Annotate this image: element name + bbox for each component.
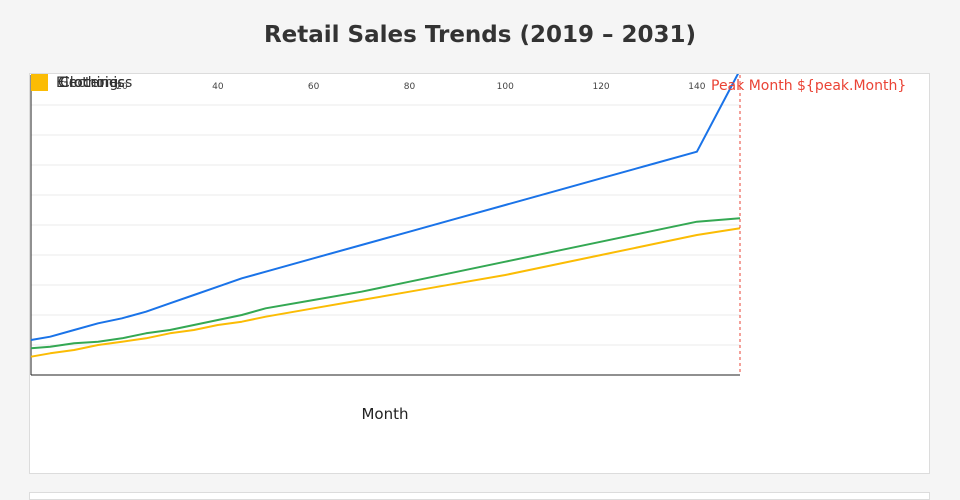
- chart-title: Retail Sales Trends (2019 – 2031): [263, 22, 697, 48]
- legend-item-clothing: Clothing: [60, 75, 118, 91]
- peak-marker: Peak Month ${peak.Month}: [711, 75, 906, 375]
- line-chart: 20 40 60 80 100 120 140 Peak Month ${peak.Mont…: [30, 74, 906, 423]
- legend-item-groceries: Groceries: [58, 75, 125, 91]
- legend-swatch: [31, 74, 48, 91]
- axes: [30, 75, 740, 376]
- range-slider-strip[interactable]: [29, 492, 930, 500]
- series-line-electronics: [30, 74, 740, 341]
- x-tick-label: 20: [116, 82, 128, 92]
- series-lines: [30, 74, 741, 358]
- chart-panel: 20 40 60 80 100 120 140 Peak Month ${peak.Mont…: [29, 73, 930, 474]
- x-tick-label: 80: [404, 82, 416, 92]
- x-axis-label: Month: [361, 405, 408, 423]
- x-tick-labels: 20 40 60 80 100 120 140: [116, 82, 705, 92]
- peak-annotation: Peak Month ${peak.Month}: [711, 78, 906, 94]
- x-tick-label: 40: [212, 82, 224, 92]
- grid: [31, 104, 740, 346]
- legend-item-electronics: Electronics: [56, 75, 132, 91]
- x-tick-label: 120: [592, 82, 609, 92]
- x-tick-label: 100: [497, 82, 514, 92]
- x-tick-label: 60: [308, 82, 320, 92]
- series-line-groceries: [30, 227, 741, 358]
- x-tick-label: 140: [688, 82, 705, 92]
- series-line-clothing: [30, 217, 741, 350]
